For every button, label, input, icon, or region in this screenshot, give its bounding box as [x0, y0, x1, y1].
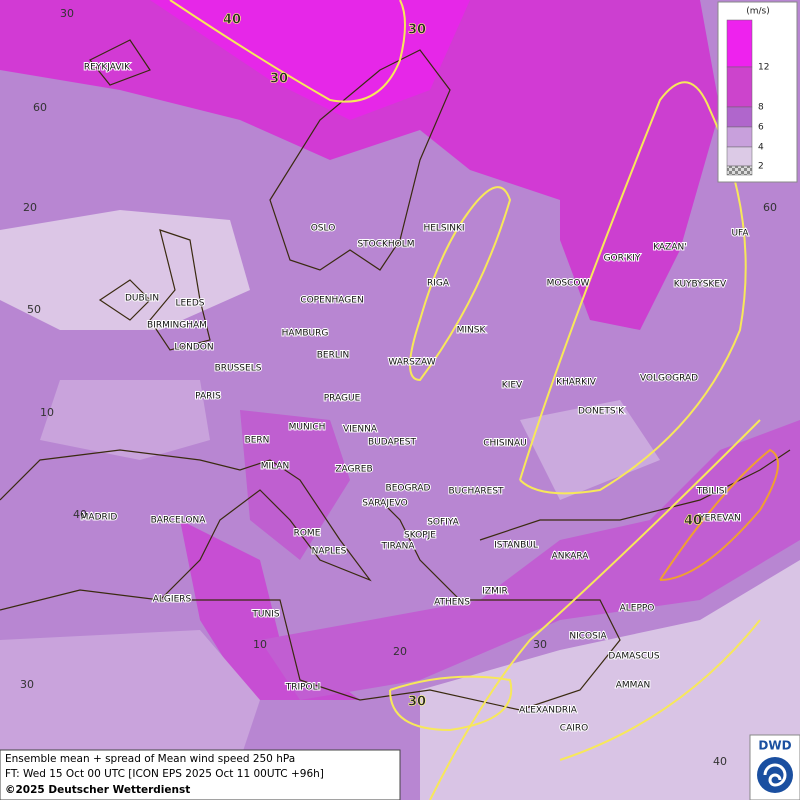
city-label: BERLIN	[317, 351, 350, 361]
contour-label: 30	[408, 23, 426, 38]
city-label: ALEPPO	[620, 604, 655, 614]
city-label: MINSK	[457, 326, 487, 336]
graticule-label: 30	[60, 7, 74, 20]
city-label: VIENNA	[343, 425, 378, 435]
city-label: ANKARA	[552, 552, 590, 562]
graticule-label: 30	[533, 638, 547, 651]
city-label: PARIS	[195, 392, 221, 402]
coastlines	[0, 39, 791, 711]
city-label: SARAJEVO	[362, 499, 408, 509]
legend-level: 2	[758, 162, 764, 172]
graticule-label: 10	[40, 406, 54, 419]
city-label: MUNICH	[289, 423, 326, 433]
city-label: BARCELONA	[151, 516, 207, 526]
city-label: HAMBURG	[282, 329, 329, 339]
city-label: NAPLES	[312, 547, 347, 557]
city-label: YEREVAN	[698, 514, 741, 524]
city-label: PRAGUE	[324, 394, 361, 404]
city-label: SOFIYA	[427, 518, 459, 528]
graticule-label: 30	[20, 678, 34, 691]
footer-line: Ensemble mean + spread of Mean wind spee…	[5, 753, 295, 765]
legend-level: 8	[758, 103, 764, 113]
city-label: LEEDS	[175, 299, 204, 309]
city-label: ATHENS	[434, 598, 470, 608]
city-label: REYKJAVIK	[84, 63, 131, 73]
city-label: DAMASCUS	[608, 652, 659, 662]
contour-label: 30	[408, 695, 426, 710]
city-label: TUNIS	[251, 610, 279, 620]
legend-unit: (m/s)	[746, 7, 770, 17]
city-label: COPENHAGEN	[300, 296, 363, 306]
city-label: UFA	[731, 229, 749, 239]
city-label: IZMIR	[482, 587, 508, 597]
city-label: LONDON	[174, 343, 213, 353]
graticule-label: 20	[393, 645, 407, 658]
copyright: ©2025 Deutscher Wetterdienst	[5, 784, 190, 796]
legend-swatch	[726, 106, 753, 128]
city-label: BIRMINGHAM	[147, 321, 207, 331]
city-label: BUDAPEST	[368, 438, 417, 448]
contour-label: 30	[270, 72, 288, 87]
city-label: VOLGOGRAD	[640, 374, 698, 384]
footer-box	[0, 749, 401, 801]
city-label: CAIRO	[560, 724, 588, 734]
city-label: AMMAN	[616, 681, 651, 691]
city-label: DUBLIN	[125, 294, 159, 304]
graticule-label: 50	[27, 303, 41, 316]
city-label: MOSCOW	[547, 279, 590, 289]
legend-level: 12	[758, 63, 769, 73]
city-label: BERN	[245, 436, 270, 446]
city-label: ROME	[294, 529, 321, 539]
city-label: GOR'KIY	[604, 254, 641, 264]
city-label: ALGIERS	[153, 595, 192, 605]
city-label: STOCKHOLM	[357, 240, 414, 250]
city-label: KUYBYSKEV	[674, 280, 727, 290]
city-label: RIGA	[427, 279, 450, 289]
legend-swatch	[726, 146, 753, 167]
city-label: HELSINKI	[423, 224, 464, 234]
graticule-label: 60	[763, 201, 777, 214]
city-label: ISTANBUL	[494, 541, 538, 551]
city-label: BRUSSELS	[215, 364, 262, 374]
city-label: KHARKIV	[556, 378, 597, 388]
city-label: ZAGREB	[335, 465, 372, 475]
city-label: BUCHAREST	[448, 487, 504, 497]
city-label: TRIPOLI	[285, 683, 321, 693]
city-label: BEOGRAD	[386, 484, 431, 494]
legend-swatch	[726, 165, 753, 176]
footer-line: FT: Wed 15 Oct 00 UTC [ICON EPS 2025 Oct…	[5, 768, 324, 780]
logo-text: DWD	[758, 739, 791, 753]
graticule-label: 60	[33, 101, 47, 114]
city-label: WARSZAW	[388, 358, 435, 368]
city-label: KAZAN'	[653, 243, 686, 253]
contour-label: 40	[684, 514, 702, 529]
graticule-label: 10	[253, 638, 267, 651]
city-label: CHISINAU	[483, 439, 527, 449]
city-label: SKOPJE	[404, 531, 436, 541]
city-label: ALEXANDRIA	[519, 706, 578, 716]
legend-level: 4	[758, 143, 764, 153]
graticule-label: 40	[713, 755, 727, 768]
city-label: KIEV	[502, 381, 523, 391]
legend-swatch	[726, 19, 753, 68]
legend-level: 6	[758, 123, 764, 133]
city-label: TBILISI	[696, 487, 727, 497]
city-label: OSLO	[311, 224, 336, 234]
contour-label: 40	[223, 13, 241, 28]
graticule-label: 20	[23, 201, 37, 214]
legend-swatch	[726, 126, 753, 148]
city-label: DONETS'K	[578, 407, 625, 417]
graticule-label: 40	[73, 508, 87, 521]
city-label: NICOSIA	[569, 632, 607, 642]
logo-swirl	[763, 763, 787, 787]
city-label: MADRID	[81, 513, 118, 523]
city-label: MILAN	[261, 462, 290, 472]
city-label: TIRANA	[380, 542, 415, 552]
legend-swatch	[726, 66, 753, 108]
